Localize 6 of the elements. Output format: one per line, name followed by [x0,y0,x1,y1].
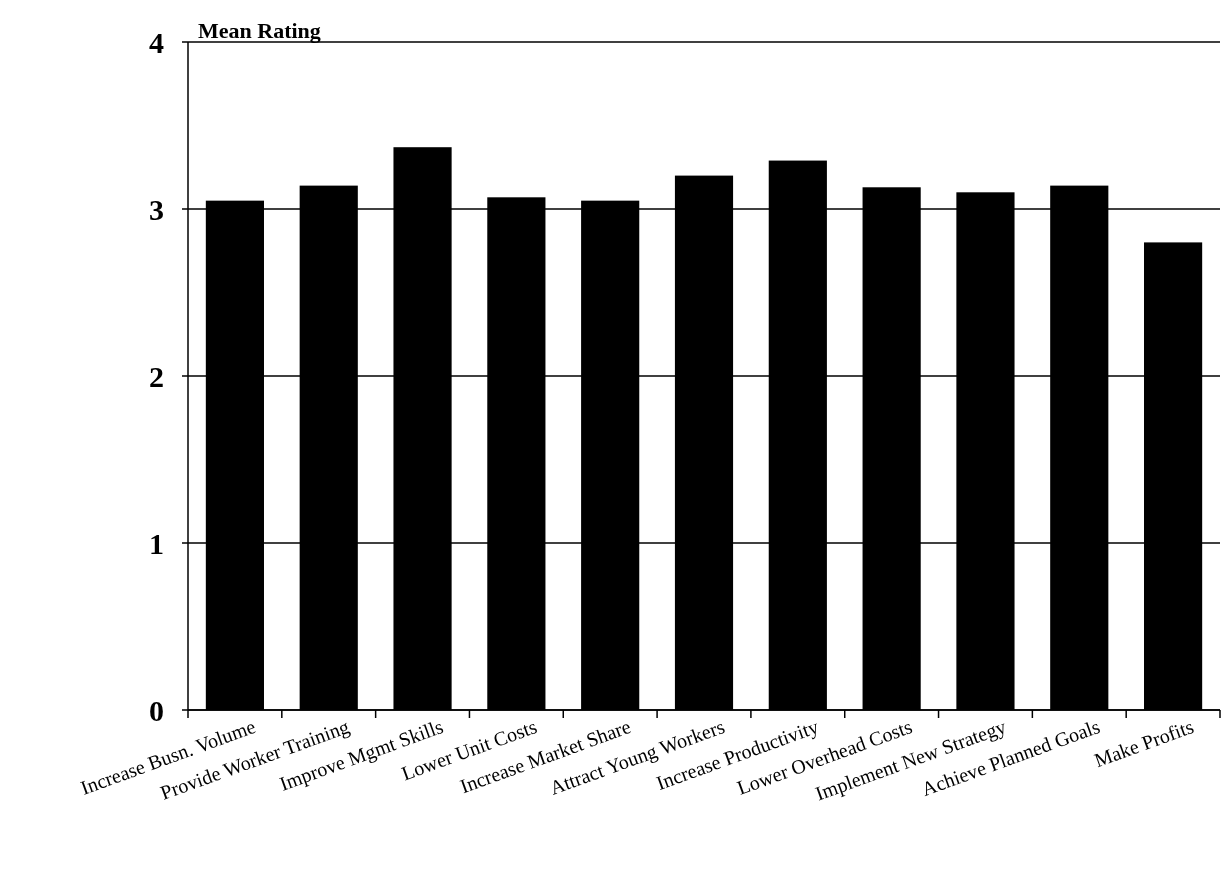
y-tick-label: 2 [149,359,164,393]
y-tick-label: 3 [149,192,164,226]
y-axis-title: Mean Rating [198,18,321,43]
y-tick-label: 0 [149,693,164,727]
y-tick-label: 4 [149,25,164,59]
y-tick-label: 1 [149,526,164,560]
